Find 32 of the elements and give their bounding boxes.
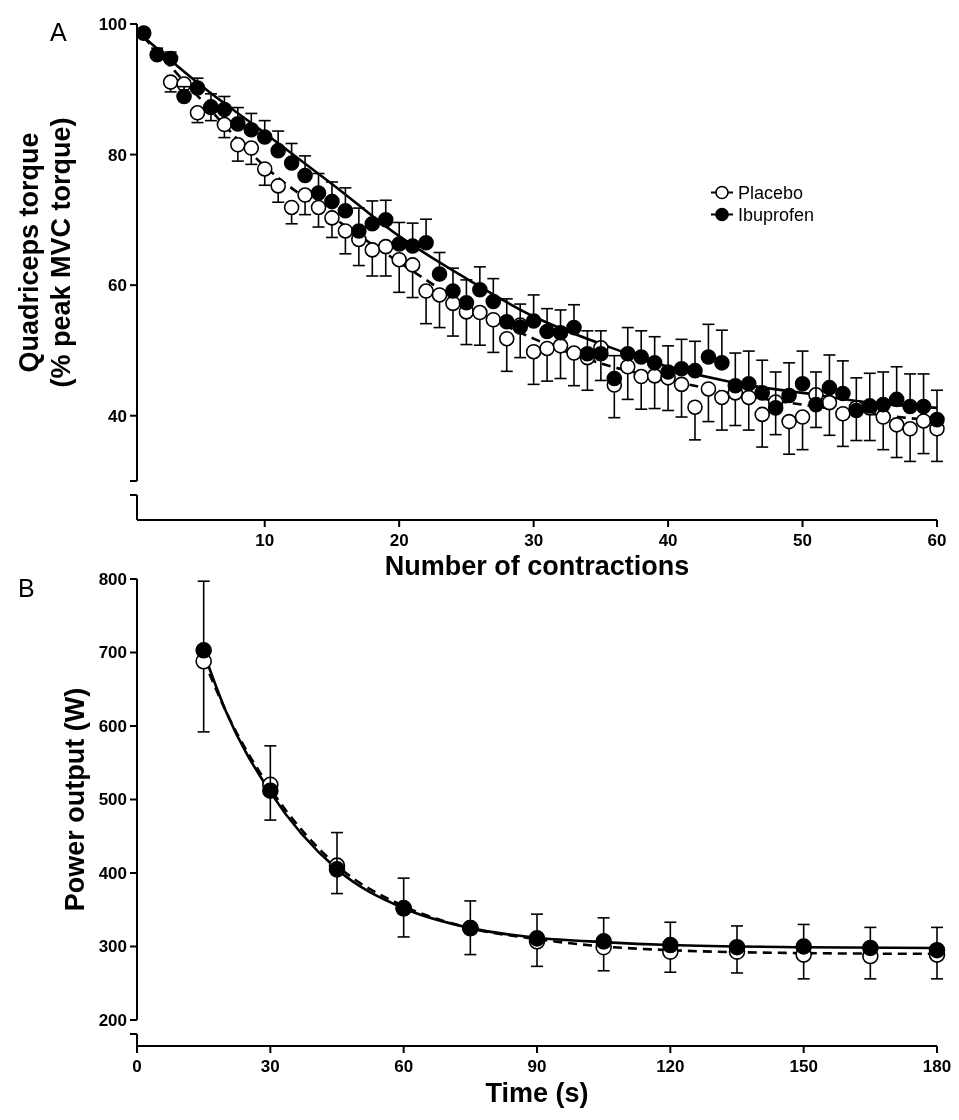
x-tick-label: 120 (656, 1057, 685, 1076)
y-axis-title: Quadriceps torque (% peak MVC torque) (14, 117, 76, 388)
x-axis-title: Time (s) (485, 1078, 589, 1108)
x-tick-label: 90 (527, 1057, 547, 1076)
y-tick-label: 400 (98, 863, 127, 883)
legend-label: Placebo (738, 182, 804, 203)
x-tick-label: 10 (255, 531, 275, 550)
x-tick-label: 40 (658, 531, 678, 550)
x-tick-label: 20 (389, 531, 409, 550)
x-tick-label: 50 (793, 531, 813, 550)
y-tick-label: 700 (98, 643, 127, 663)
x-tick-label: 0 (132, 1057, 142, 1076)
legend-label: Ibuprofen (738, 204, 815, 225)
y-tick-label: 200 (98, 1010, 127, 1030)
x-tick-label: 30 (260, 1057, 280, 1076)
y-tick-label: 40 (108, 406, 127, 426)
x-tick-label: 60 (394, 1057, 414, 1076)
text: A (50, 17, 67, 46)
y-tick-label: 600 (98, 716, 127, 736)
y-axis-title: Power output (W) (60, 687, 90, 912)
y-tick-label: 500 (98, 790, 127, 810)
x-tick-label: 30 (524, 531, 544, 550)
y-tick-label: 800 (98, 569, 127, 589)
y-tick-label: 60 (108, 276, 127, 296)
y-tick-label: 100 (98, 14, 127, 34)
y-tick-label: 80 (108, 145, 127, 165)
text: B (18, 573, 35, 602)
x-tick-label: 150 (789, 1057, 818, 1076)
y-tick-label: 300 (98, 937, 127, 957)
x-tick-label: 180 (922, 1057, 952, 1076)
x-tick-label: 60 (927, 531, 947, 550)
x-axis-title: Number of contractions (384, 551, 690, 581)
